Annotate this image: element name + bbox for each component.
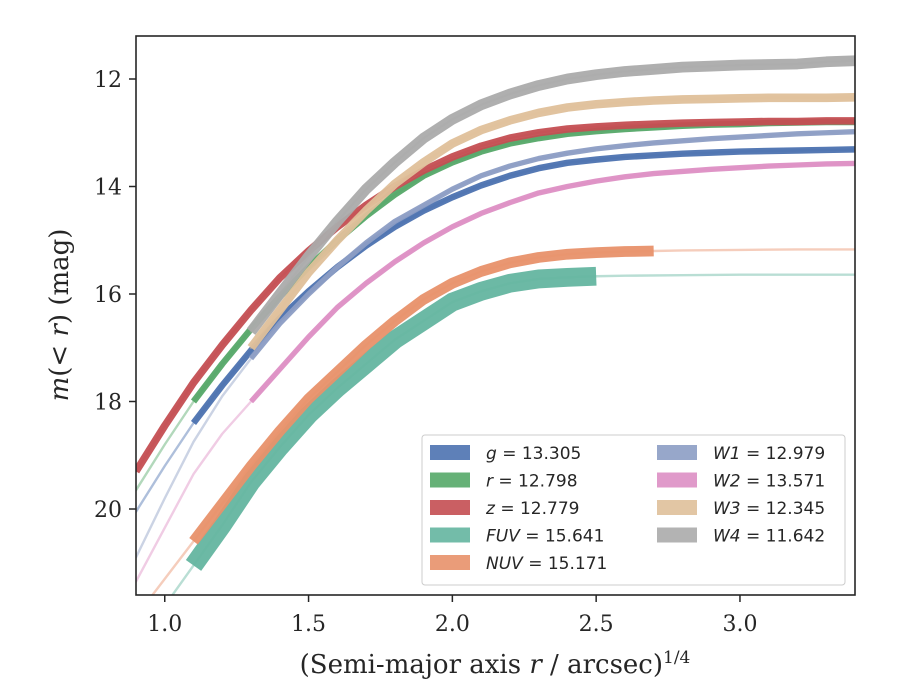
- legend-label: r = 12.798: [486, 472, 578, 492]
- legend-frame: [421, 434, 846, 586]
- legend-label: W4 = 11.642: [713, 527, 825, 547]
- legend-item-nuv: NUV = 15.171: [430, 554, 607, 574]
- x-tick-label: 1.0: [147, 612, 182, 637]
- legend-swatch: [430, 527, 470, 543]
- y-tick-label: 12: [94, 68, 122, 93]
- legend: g = 13.305 r = 12.798 z = 12.779 FUV = 15.6…: [421, 434, 846, 586]
- legend-label: W2 = 13.571: [713, 472, 825, 492]
- y-axis-title: m(< r) (mag): [45, 229, 75, 402]
- series-line: [247, 92, 855, 351]
- legend-item-g: g = 13.305: [430, 444, 581, 464]
- x-axis-ticks: 1.0 1.5 2.0 2.5 3.0: [147, 595, 757, 637]
- legend-label: W1 = 12.979: [713, 444, 825, 464]
- y-tick-label: 18: [94, 391, 122, 416]
- legend-swatch: [657, 500, 697, 515]
- legend-item-fuv: FUV = 15.641: [430, 527, 604, 547]
- legend-swatch: [430, 472, 470, 488]
- x-tick-label: 2.5: [579, 612, 614, 637]
- legend-label: FUV = 15.641: [486, 527, 604, 547]
- y-axis-ticks: 12 14 16 18 20: [94, 68, 136, 523]
- y-tick-label: 20: [94, 498, 122, 523]
- legend-item-r: r = 12.798: [430, 472, 578, 492]
- y-tick-label: 14: [94, 176, 122, 201]
- legend-item-w1: W1 = 12.979: [657, 444, 825, 464]
- legend-label: g = 13.305: [486, 444, 581, 464]
- series-line: [136, 117, 855, 474]
- legend-swatch: [430, 555, 470, 570]
- legend-swatch: [657, 445, 697, 460]
- series-z: [136, 117, 855, 474]
- legend-label: NUV = 15.171: [486, 554, 607, 574]
- series-line: [189, 245, 654, 545]
- legend-label: z = 12.779: [485, 499, 579, 519]
- legend-item-w3: W3 = 12.345: [657, 499, 825, 519]
- curves-layer: [136, 55, 855, 595]
- legend-label: W3 = 12.345: [713, 499, 825, 519]
- series-w1: [136, 128, 855, 559]
- series-line: [249, 160, 855, 404]
- legend-item-w4: W4 = 11.642: [657, 527, 825, 547]
- legend-swatch: [430, 500, 470, 515]
- series-w2: [136, 160, 855, 583]
- x-axis-title: (Semi-major axis r / arcsec)1/4: [300, 648, 691, 680]
- series-line: [248, 128, 855, 361]
- legend-swatch: [657, 472, 697, 488]
- series-w3: [247, 92, 855, 351]
- series-w4: [246, 55, 855, 335]
- plot-frame: [135, 35, 856, 596]
- series-fuv: [170, 266, 855, 595]
- series-line: [246, 55, 855, 335]
- x-tick-label: 3.0: [722, 612, 757, 637]
- x-tick-label: 1.5: [291, 612, 326, 637]
- legend-swatch: [657, 527, 697, 543]
- series-line: [185, 266, 597, 571]
- x-tick-label: 2.0: [435, 612, 470, 637]
- legend-item-w2: W2 = 13.571: [657, 472, 825, 492]
- y-tick-label: 16: [94, 283, 122, 308]
- legend-item-z: z = 12.779: [430, 499, 579, 519]
- legend-swatch: [430, 445, 470, 460]
- series-nuv: [150, 245, 855, 595]
